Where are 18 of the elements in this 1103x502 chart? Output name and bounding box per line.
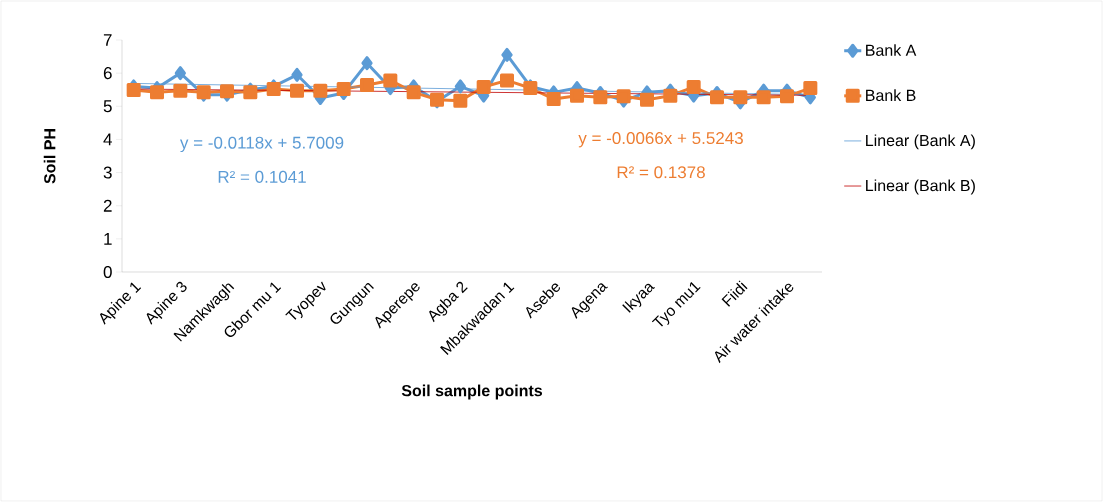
x-axis-title: Soil sample points — [401, 384, 543, 400]
legend-label: Bank B — [866, 89, 916, 102]
y-tick-label: 5 — [103, 100, 112, 113]
annotation: y = -0.0118x + 5.7009 — [179, 136, 344, 153]
y-tick-label: 7 — [103, 34, 112, 46]
y-tick-label: 4 — [103, 133, 112, 146]
annotation: R² = 0.1378 — [617, 166, 705, 179]
legend-label: Bank A — [866, 44, 917, 56]
y-tick-label: 3 — [103, 166, 112, 179]
y-tick-label: 0 — [103, 265, 112, 279]
y-tick-label: 1 — [104, 232, 112, 245]
legend-label: Linear (Bank A) — [866, 134, 975, 150]
y-tick-label: 2 — [103, 199, 112, 212]
annotation: y = -0.0066x + 5.5243 — [578, 132, 743, 148]
legend-label: Linear (Bank B) — [866, 179, 975, 195]
annotation: R² = 0.1041 — [218, 170, 306, 183]
y-tick-label: 6 — [103, 67, 112, 80]
y-axis-title: Soil PH — [43, 129, 56, 184]
